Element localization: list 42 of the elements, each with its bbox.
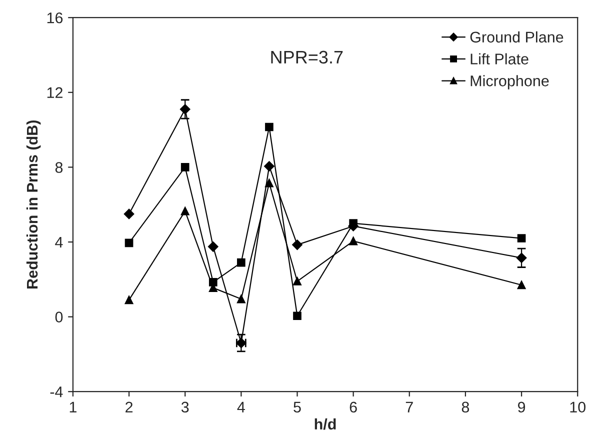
point — [516, 252, 527, 264]
x-tick-label: 3 — [181, 402, 189, 413]
point — [208, 242, 218, 252]
point — [180, 206, 190, 216]
y-tick-label: 8 — [55, 162, 63, 173]
y-tick-label: 4 — [55, 237, 63, 248]
y-tick-label: 16 — [47, 12, 63, 24]
legend-label: Lift Plate — [470, 53, 528, 64]
point — [265, 178, 274, 188]
y-axis-title: Reduction in Prms (dB) — [26, 120, 41, 288]
x-tick-label: 1 — [70, 402, 76, 412]
point — [124, 238, 134, 248]
point — [517, 280, 526, 290]
point — [208, 278, 218, 286]
annotation: NPR=3.7 — [271, 50, 343, 64]
x-tick-label: 7 — [406, 402, 413, 412]
point — [264, 161, 274, 172]
point — [293, 312, 302, 320]
y-tick-label: 12 — [47, 87, 62, 98]
x-tick-label: 5 — [294, 402, 301, 413]
point — [124, 208, 134, 220]
point — [517, 234, 526, 242]
legend-label: Microphone — [470, 75, 549, 90]
point — [292, 240, 302, 250]
point — [180, 104, 190, 114]
x-tick-label: 8 — [462, 402, 470, 413]
y-tick-label: 0 — [55, 312, 63, 322]
x-tick-label: 4 — [237, 402, 245, 412]
point — [237, 258, 246, 267]
point — [237, 294, 246, 304]
point — [180, 163, 190, 172]
point — [293, 277, 302, 286]
y-tick-label: -4 — [50, 386, 63, 398]
legend-label: Ground Plane — [470, 31, 564, 43]
x-tick-label: 2 — [126, 402, 133, 412]
x-tick-label: 6 — [350, 402, 357, 413]
point — [124, 296, 134, 304]
point — [265, 122, 274, 132]
x-axis-title: h/d — [314, 418, 336, 430]
point — [349, 236, 358, 246]
x-tick-label: 10 — [570, 402, 586, 413]
x-tick-label: 9 — [518, 402, 526, 413]
